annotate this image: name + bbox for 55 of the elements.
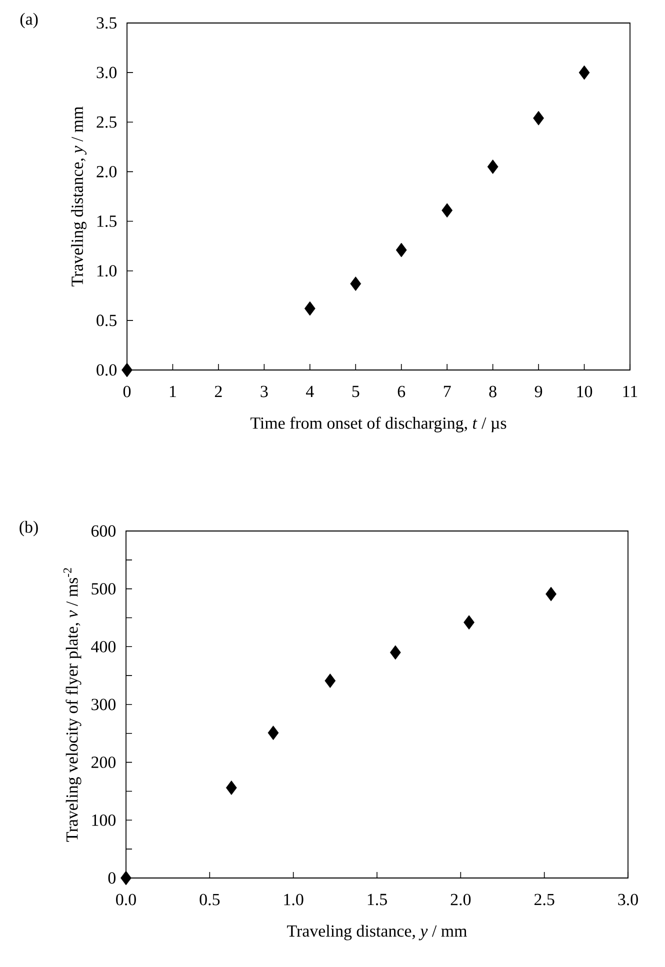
y-tick-label: 0.0 [96,364,117,376]
chart-title: (b) [20,520,38,536]
x-tick-label: 1.5 [368,894,387,906]
x-tick-label: 3 [260,386,268,398]
y-tick-label: 2.5 [96,116,116,128]
point [487,160,498,174]
y-axis-title: Traveling velocity of flyer plate, v / ms$^{-2}$ [64,568,82,842]
y-tick-label: 200 [92,756,116,768]
point [226,780,237,795]
x-tick-label: 1 [170,386,176,398]
y-tick-label: 0.5 [96,314,116,326]
y-tick-label: 500 [92,583,116,595]
point [442,203,453,218]
point [120,870,132,886]
x-tick-label: 7 [444,386,451,397]
point [350,276,362,291]
x-tick-label: 10 [577,386,592,398]
y-tick-label: 100 [92,814,116,826]
x-tick-label: 0 [123,386,131,398]
y-tick-label: 0 [108,872,116,884]
point [390,645,401,660]
point [268,726,279,740]
x-tick-label: 6 [398,386,406,398]
x-tick-label: 4 [306,386,314,397]
x-tick-label: 2.0 [450,894,471,906]
x-tick-label: 0.5 [200,894,220,906]
point [578,65,590,80]
point [122,362,132,378]
x-axis-title: Time from onset of discharging, t / µs [250,416,506,432]
chart-title: (a) [20,12,38,28]
x-axis-title: Traveling distance, y / mm [287,924,467,940]
y-tick-label: 1.5 [97,216,116,227]
y-tick-label: 1.0 [97,265,117,277]
y-tick-label: 3.0 [96,66,117,78]
x-tick-label: 5 [352,386,360,398]
x-tick-label: 3.0 [618,894,638,906]
x-tick-label: 1.0 [284,894,304,906]
point [324,674,336,688]
x-tick-label: 9 [534,386,542,398]
point [533,110,544,126]
point [396,242,407,258]
y-tick-label: 400 [91,640,116,652]
x-tick-label: 2 [214,386,222,398]
y-axis-title: Traveling distance, y / mm [71,106,86,286]
x-tick-label: 2.5 [534,894,554,906]
x-tick-label: 8 [489,386,496,398]
y-tick-label: 3.5 [96,17,116,29]
x-tick-label: 11 [623,386,638,398]
point [546,586,556,602]
x-tick-label: 0.0 [116,894,136,906]
y-tick-label: 600 [91,525,116,537]
point [464,615,474,630]
y-tick-label: 2.0 [96,166,117,178]
point [304,301,316,316]
y-tick-label: 300 [92,698,116,710]
